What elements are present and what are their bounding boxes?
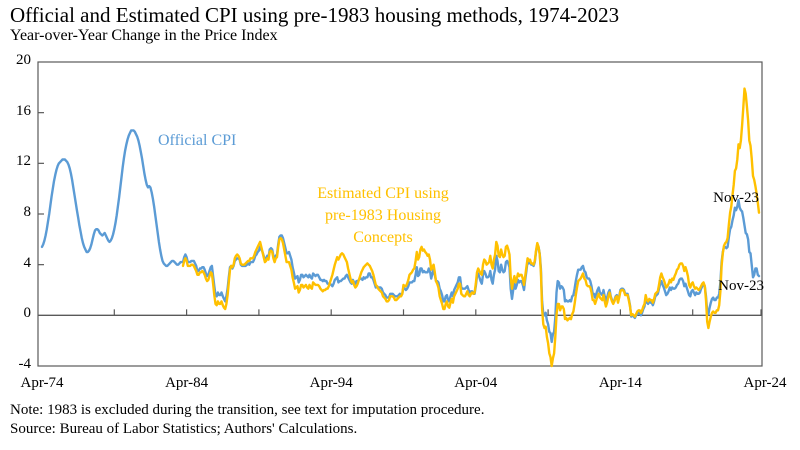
y-axis-tick-label: 16 xyxy=(16,102,31,119)
y-axis-tick-label: 12 xyxy=(16,153,31,170)
x-axis-tick-label: Apr-14 xyxy=(598,375,642,391)
source-text: Source: Bureau of Labor Statistics; Auth… xyxy=(10,421,358,437)
x-axis-tick-label: Apr-84 xyxy=(165,375,209,391)
y-axis-tick-label: -4 xyxy=(18,356,32,372)
chart-title: Official and Estimated CPI using pre-198… xyxy=(10,3,620,27)
x-axis-tick-label: Apr-24 xyxy=(743,375,787,391)
x-axis-tick-label: Apr-74 xyxy=(20,375,64,391)
y-axis-tick-label: 4 xyxy=(23,254,32,271)
official-cpi-series-label: Official CPI xyxy=(158,132,237,149)
x-axis-tick-label: Apr-04 xyxy=(454,375,498,391)
estimated-cpi-series-label-line2: pre-1983 Housing xyxy=(325,207,441,224)
x-axis-labels: Apr-74 Apr-84 Apr-94 Apr-04 Apr-14 Apr-24 xyxy=(0,375,800,395)
estimated-cpi-series-label: Estimated CPI using pre-1983 Housing Con… xyxy=(277,183,489,249)
estimated-cpi-series-label-line1: Estimated CPI using xyxy=(317,185,449,202)
y-axis-tick-label: 0 xyxy=(23,305,32,322)
y-axis-tick-label: 8 xyxy=(23,204,32,220)
y-axis-labels: 20 16 12 8 4 0 -4 xyxy=(0,0,31,450)
chart-subtitle: Year-over-Year Change in the Price Index xyxy=(10,27,278,44)
y-axis-tick-label: 20 xyxy=(16,52,31,68)
x-axis-tick-label: Apr-94 xyxy=(309,375,353,391)
annotation-nov23-estimated: Nov-23 xyxy=(713,190,759,206)
note-text: Note: 1983 is excluded during the transi… xyxy=(10,402,485,418)
estimated-cpi-series-label-line3: Concepts xyxy=(353,229,413,246)
annotation-nov23-official: Nov-23 xyxy=(718,278,764,294)
